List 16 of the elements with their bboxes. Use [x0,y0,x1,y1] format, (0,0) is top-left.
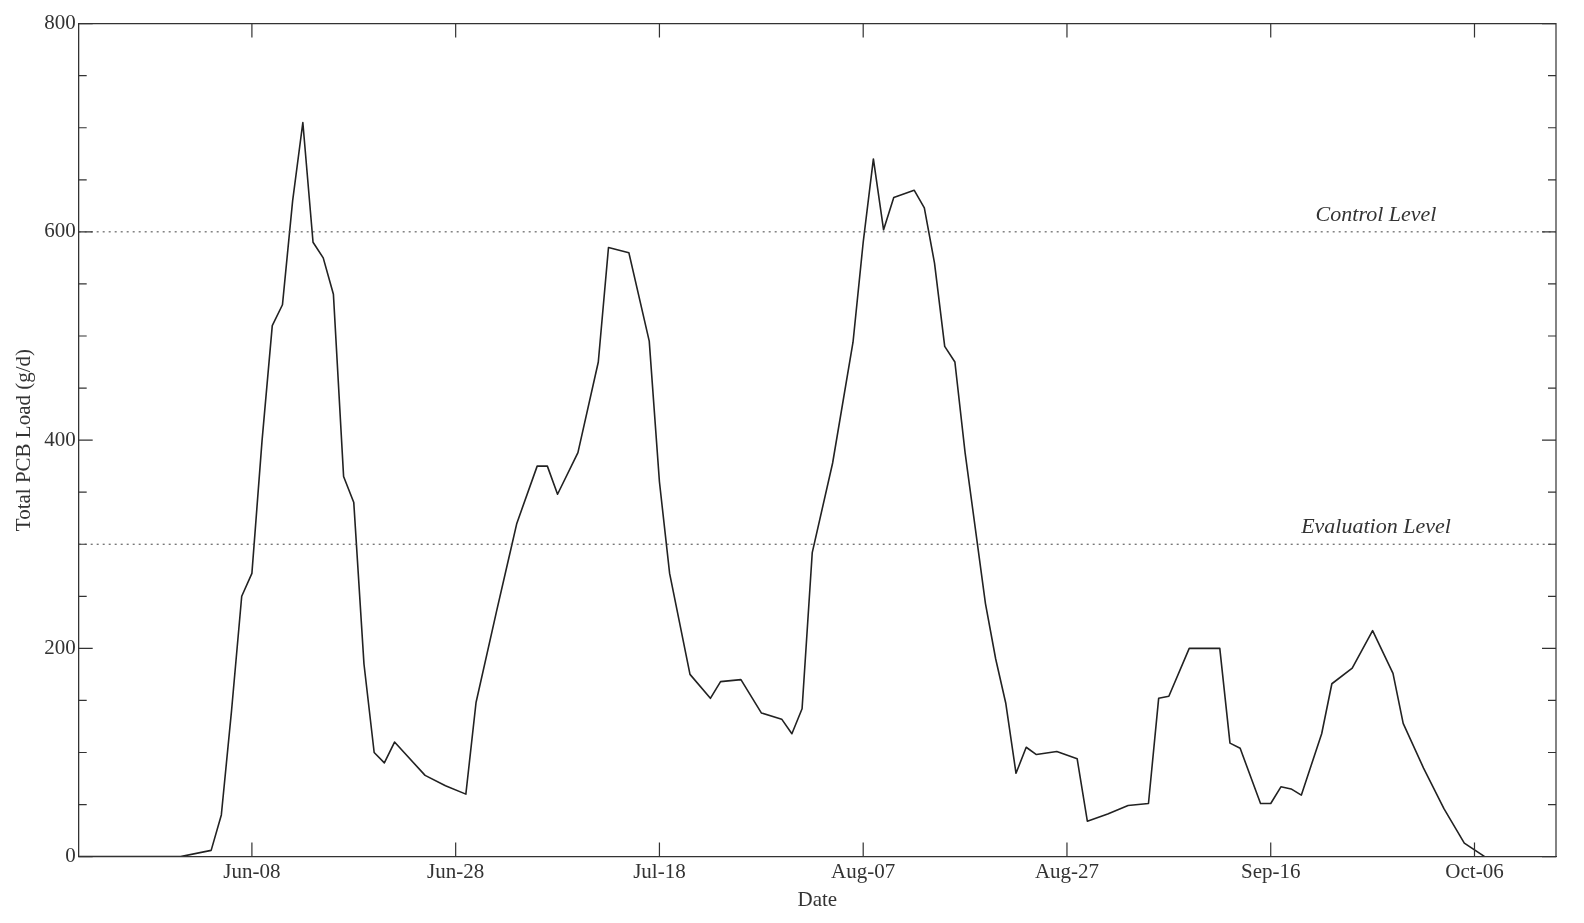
y-tick-label: 800 [44,10,76,35]
x-tick-label: Jun-08 [223,858,281,883]
ref-line-label: Control Level [1315,200,1437,226]
y-tick-label: 600 [44,218,76,243]
y-axis-title: Total PCB Load (g/d) [11,348,36,532]
ref-line-label: Evaluation Level [1300,513,1451,539]
x-tick-label: Sep-16 [1240,858,1301,883]
x-tick-label: Aug-27 [1034,858,1100,883]
x-tick-label: Oct-06 [1445,858,1504,883]
y-tick-label: 0 [65,843,76,868]
y-tick-label: 200 [44,634,76,659]
y-tick-label: 400 [44,426,76,451]
x-axis-title: Date [797,886,838,911]
x-tick-label: Aug-07 [831,858,896,883]
x-tick-label: Jul-18 [633,858,686,883]
x-tick-label: Jun-28 [427,858,485,883]
